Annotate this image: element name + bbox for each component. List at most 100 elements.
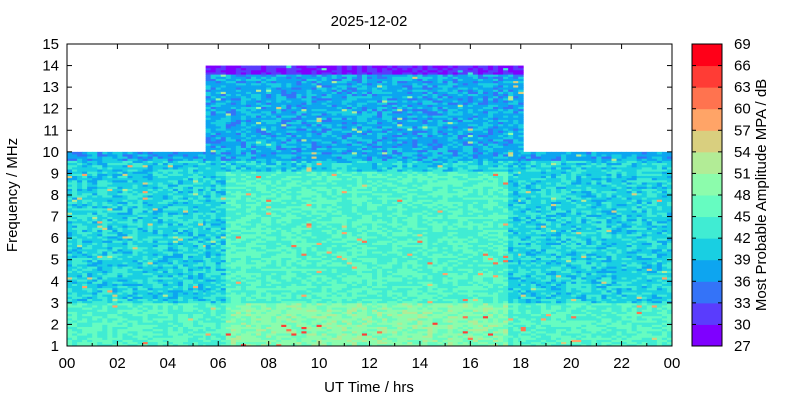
heatmap-cell xyxy=(162,203,169,207)
heatmap-cell xyxy=(167,177,174,181)
heatmap-cell xyxy=(172,197,179,200)
heatmap-cell xyxy=(230,270,237,274)
heatmap-cell xyxy=(215,106,222,110)
heatmap-cell xyxy=(220,87,227,90)
heatmap-cell xyxy=(188,154,194,157)
heatmap-cell xyxy=(276,102,282,105)
heatmap-cell xyxy=(291,156,297,159)
heatmap-cell xyxy=(281,197,287,200)
heatmap-cell xyxy=(245,179,252,183)
heatmap-cell xyxy=(172,201,179,205)
heatmap-cell xyxy=(142,199,149,202)
heatmap-cell xyxy=(256,220,262,224)
heatmap-cell xyxy=(182,166,189,170)
heatmap-cell xyxy=(147,324,154,327)
heatmap-cell xyxy=(92,341,98,345)
heatmap-cell xyxy=(261,235,267,239)
heatmap-cell xyxy=(198,173,204,176)
heatmap-cell xyxy=(198,307,204,310)
heatmap-cell xyxy=(102,255,108,258)
heatmap-cell xyxy=(266,315,272,319)
heatmap-cell xyxy=(240,110,247,114)
heatmap-cell xyxy=(266,225,272,228)
heatmap-cell xyxy=(127,328,133,332)
heatmap-cell xyxy=(87,335,93,338)
heatmap-cell xyxy=(225,130,232,133)
heatmap-cell xyxy=(107,203,113,207)
heatmap-cell xyxy=(210,93,217,97)
heatmap-cell xyxy=(162,317,169,321)
heatmap-cell xyxy=(72,264,78,267)
heatmap-cell xyxy=(271,261,277,265)
heatmap-cell xyxy=(205,233,212,237)
heatmap-cell xyxy=(271,266,277,269)
heatmap-cell xyxy=(286,177,292,181)
heatmap-cell xyxy=(276,220,282,224)
heatmap-cell xyxy=(205,78,212,82)
heatmap-cell xyxy=(117,160,123,164)
heatmap-cell xyxy=(220,266,227,269)
heatmap-cell xyxy=(82,171,88,174)
heatmap-cell xyxy=(205,220,212,224)
heatmap-cell xyxy=(276,182,282,185)
heatmap-cell xyxy=(220,100,227,103)
heatmap-cell xyxy=(132,235,138,239)
heatmap-cell xyxy=(198,248,204,252)
heatmap-cell xyxy=(220,240,227,243)
heatmap-cell xyxy=(245,240,252,243)
heatmap-cell xyxy=(235,97,242,101)
heatmap-cell xyxy=(122,171,128,174)
heatmap-cell xyxy=(240,89,247,92)
heatmap-cell xyxy=(291,186,297,189)
heatmap-cell xyxy=(245,274,252,278)
heatmap-cell xyxy=(147,259,154,263)
heatmap-cell xyxy=(220,330,227,334)
heatmap-cell xyxy=(172,203,179,207)
heatmap-cell xyxy=(152,220,159,224)
heatmap-cell xyxy=(117,192,123,196)
heatmap-cell xyxy=(82,292,88,295)
heatmap-cell xyxy=(107,227,113,230)
heatmap-cell xyxy=(77,203,83,207)
heatmap-cell xyxy=(286,175,292,179)
heatmap-cell xyxy=(92,240,98,243)
heatmap-cell xyxy=(230,169,237,172)
heatmap-cell xyxy=(205,300,212,304)
heatmap-cell xyxy=(67,283,73,286)
heatmap-cell xyxy=(87,199,93,202)
heatmap-cell xyxy=(220,125,227,129)
heatmap-cell xyxy=(205,289,212,293)
heatmap-cell xyxy=(117,218,123,222)
heatmap-cell xyxy=(157,166,164,170)
heatmap-cell xyxy=(92,229,98,233)
heatmap-cell xyxy=(230,257,237,261)
heatmap-cell xyxy=(162,302,169,306)
heatmap-cell xyxy=(122,266,128,269)
heatmap-cell xyxy=(271,108,277,112)
heatmap-cell xyxy=(177,281,184,284)
heatmap-cell xyxy=(152,281,159,284)
heatmap-cell xyxy=(72,246,78,250)
heatmap-cell xyxy=(193,339,199,343)
heatmap-cell xyxy=(172,186,179,189)
heatmap-cell xyxy=(286,205,292,209)
heatmap-cell xyxy=(188,240,194,243)
heatmap-cell xyxy=(147,337,154,340)
heatmap-cell xyxy=(157,233,164,237)
heatmap-cell xyxy=(205,305,212,308)
heatmap-cell xyxy=(235,223,242,226)
heatmap-cell xyxy=(117,162,123,166)
heatmap-cell xyxy=(147,255,154,258)
heatmap-cell xyxy=(286,182,292,185)
heatmap-cell xyxy=(296,117,302,120)
heatmap-cell xyxy=(127,324,133,327)
heatmap-cell xyxy=(296,333,302,336)
heatmap-cell xyxy=(215,199,222,202)
heatmap-cell xyxy=(172,166,179,170)
heatmap-cell xyxy=(281,190,287,194)
heatmap-cell xyxy=(137,253,144,256)
heatmap-cell xyxy=(167,235,174,239)
heatmap-cell xyxy=(271,294,277,297)
heatmap-cell xyxy=(230,197,237,200)
heatmap-cell xyxy=(296,123,302,127)
